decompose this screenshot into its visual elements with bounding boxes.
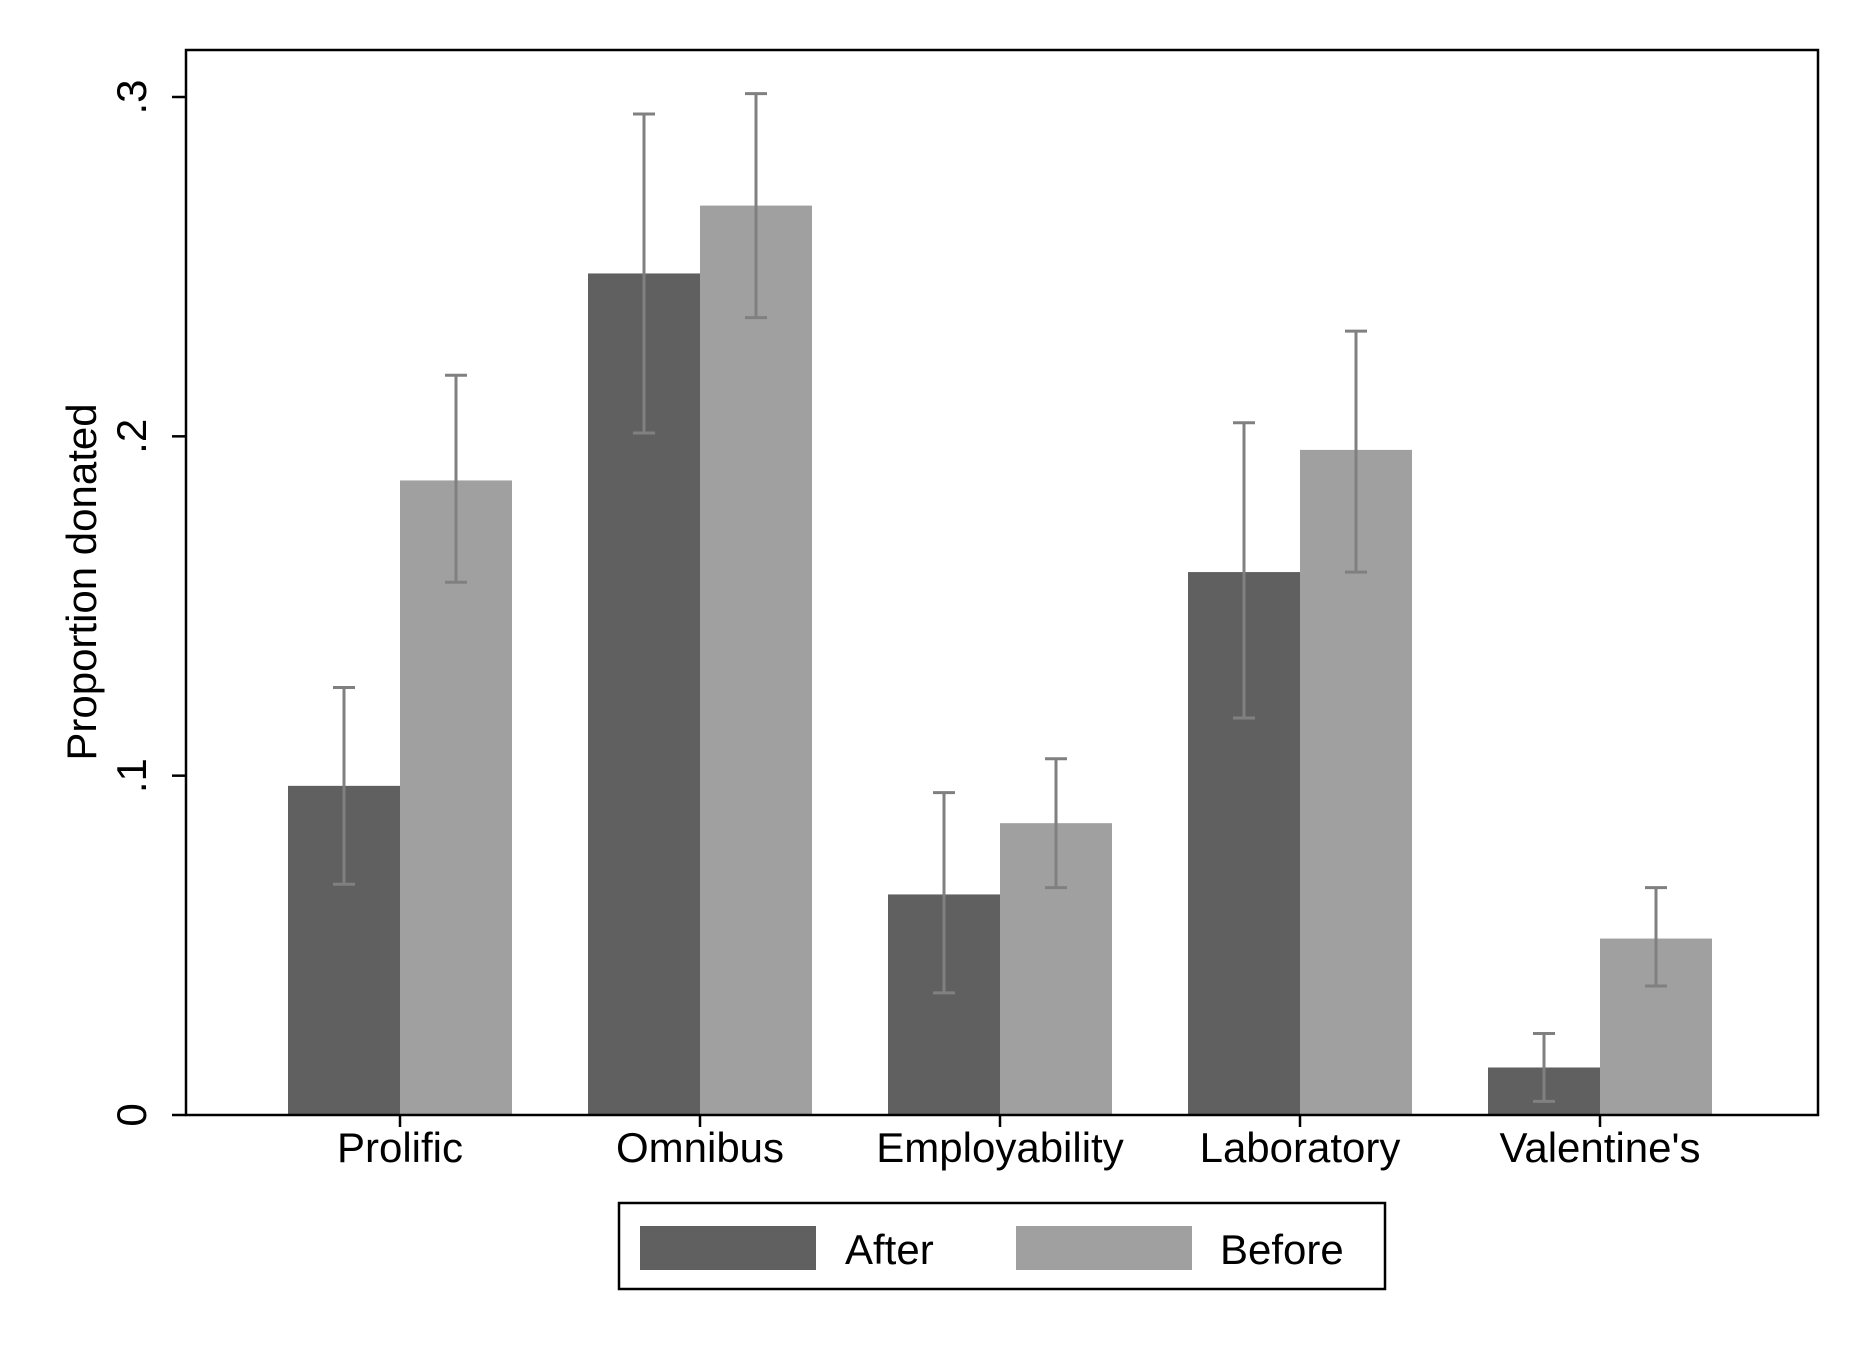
errorbar-before-0: [445, 373, 467, 584]
bar-before-1: [700, 205, 812, 1115]
errorbar-after-2: [933, 791, 955, 995]
y-tick-label-0: 0: [108, 1103, 155, 1126]
x-tick-label-1: Omnibus: [616, 1124, 784, 1171]
errorbar-before-1: [745, 92, 767, 320]
plot-frame: [184, 48, 1820, 1117]
y-tick-label-1: .1: [108, 758, 155, 793]
x-tick-label-4: Valentine's: [1499, 1124, 1700, 1171]
x-tick-label-3: Laboratory: [1200, 1124, 1401, 1171]
y-tick-label-2: .2: [108, 419, 155, 454]
legend-label-before: Before: [1220, 1226, 1344, 1273]
x-tick-label-0: Prolific: [337, 1124, 463, 1171]
y-axis-label: Proportion donated: [58, 403, 105, 760]
legend: After Before: [617, 1201, 1387, 1291]
x-tick-label-2: Employability: [876, 1124, 1123, 1171]
legend-swatch-before: [1016, 1226, 1192, 1270]
errorbar-after-0: [333, 685, 355, 886]
legend-swatch-after: [640, 1226, 816, 1270]
errorbar-after-3: [1233, 421, 1255, 720]
bar-before-0: [400, 480, 512, 1115]
errorbar-before-4: [1645, 886, 1667, 988]
errorbar-after-4: [1533, 1032, 1555, 1103]
errorbar-before-2: [1045, 757, 1067, 890]
y-tick-label-3: .3: [108, 79, 155, 114]
legend-label-after: After: [845, 1226, 934, 1273]
errorbar-before-3: [1345, 329, 1367, 574]
errorbar-after-1: [633, 112, 655, 435]
